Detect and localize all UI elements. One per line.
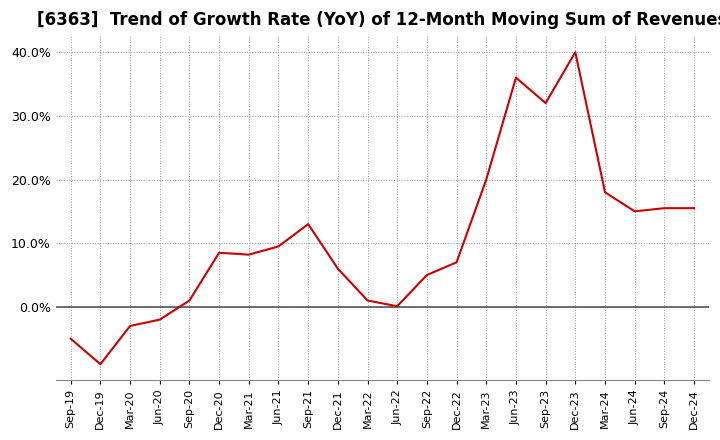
Title: [6363]  Trend of Growth Rate (YoY) of 12-Month Moving Sum of Revenues: [6363] Trend of Growth Rate (YoY) of 12-… <box>37 11 720 29</box>
